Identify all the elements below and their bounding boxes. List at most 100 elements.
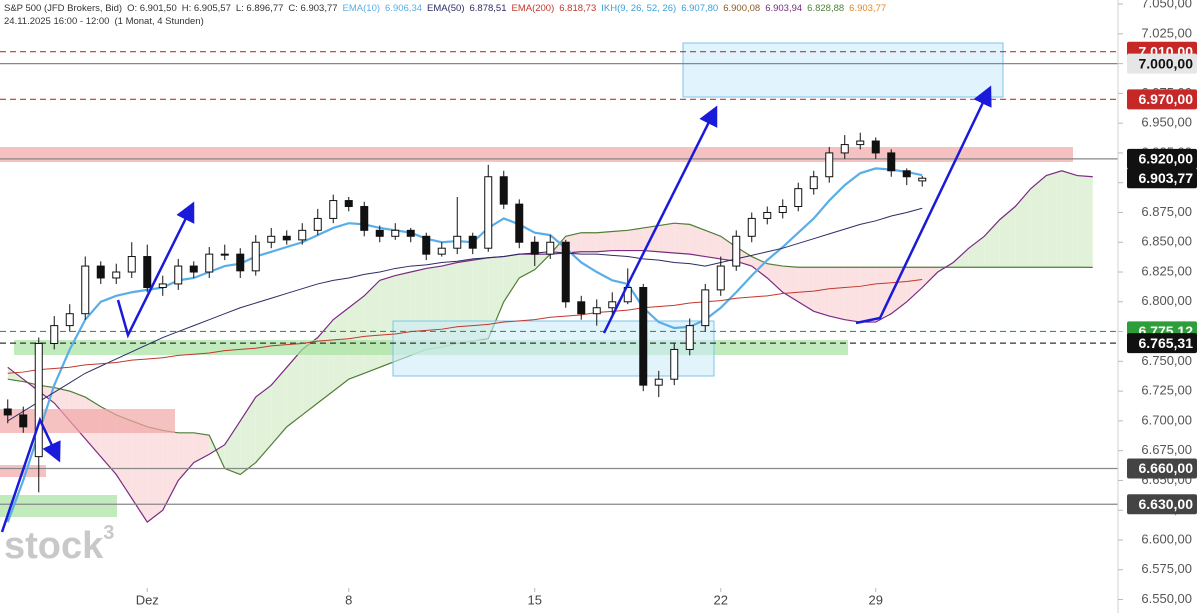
y-tick-label: 6.875,00 <box>1141 204 1192 219</box>
zone <box>0 495 117 517</box>
candle-body <box>716 265 725 291</box>
cloud-fill <box>984 219 1000 268</box>
cloud-fill <box>906 267 923 302</box>
candle-body <box>391 229 400 237</box>
cloud-fill <box>286 349 303 427</box>
cloud-fill <box>689 224 706 257</box>
y-tick-label: 7.050,00 <box>1141 0 1192 10</box>
level-label: 6.630,00 <box>1139 496 1194 512</box>
candle-body <box>158 283 167 289</box>
interval: (1 Monat, 4 Stunden) <box>114 16 204 27</box>
cloud-fill <box>999 206 1016 268</box>
level-box <box>1127 458 1197 479</box>
candle-body <box>174 265 183 285</box>
candle-body <box>902 170 911 178</box>
ohlc-value: H: 6.905,57 <box>181 3 231 14</box>
legend-value: 6.828,88 <box>807 3 845 14</box>
level-box <box>1127 333 1197 354</box>
zone <box>0 147 1073 162</box>
cloud-fill <box>922 267 938 288</box>
cloud-fill <box>271 367 287 445</box>
cloud-fill <box>1061 170 1078 268</box>
candle-body <box>329 200 338 219</box>
arrow <box>855 85 992 325</box>
arrow <box>0 416 61 533</box>
ema-line <box>7 278 923 374</box>
candle-body <box>453 235 462 249</box>
candle-body <box>732 235 741 267</box>
candle-body <box>50 325 59 344</box>
candle-body <box>794 188 803 208</box>
candle-body <box>778 206 787 213</box>
cloud-fill <box>829 267 845 320</box>
y-tick-label: 6.600,00 <box>1141 531 1192 546</box>
candle-body <box>608 301 617 309</box>
legend-value: 6.878,51 <box>469 3 507 14</box>
candle-body <box>623 287 632 303</box>
y-tick-label: 6.850,00 <box>1141 234 1192 249</box>
cloud-fill <box>224 420 241 475</box>
candle-body <box>205 253 214 273</box>
candle-body <box>856 140 865 146</box>
candle-body <box>96 265 105 279</box>
candle-body <box>515 203 524 243</box>
candle-body <box>561 241 570 303</box>
cloud-fill <box>891 267 907 314</box>
candle-body <box>406 229 415 237</box>
cloud-fill <box>627 227 644 251</box>
legend-value: 6.818,73 <box>559 3 597 14</box>
legend-name: EMA(50) <box>427 3 465 14</box>
candle-body <box>840 144 849 154</box>
cloud-fill <box>317 319 334 404</box>
header-row: 24.11.2025 16:00 - 12:00 (1 Monat, 4 Stun… <box>4 15 891 28</box>
cloud-fill <box>860 267 876 323</box>
candle-body <box>546 241 555 255</box>
cloud-fill <box>503 254 520 302</box>
cloud-fill <box>1030 175 1047 268</box>
cloud-fill <box>147 426 163 523</box>
cloud-fill <box>813 267 830 317</box>
cloud-fill <box>193 432 210 463</box>
level-label: 6.660,00 <box>1139 460 1194 476</box>
level-label: 6.920,00 <box>1139 151 1194 167</box>
cloud-fill <box>581 232 597 252</box>
candle-body <box>670 348 679 380</box>
candle-body <box>577 301 586 315</box>
candle-body <box>422 235 431 255</box>
cloud-fill <box>131 420 148 523</box>
ohlc-value: L: 6.896,77 <box>235 3 284 14</box>
x-tick-label: 8 <box>345 592 352 607</box>
level-box <box>1127 168 1197 189</box>
candle-body <box>375 229 384 237</box>
candle-body <box>127 256 136 273</box>
x-tick-label: 29 <box>869 592 883 607</box>
ema-line <box>7 207 923 422</box>
level-box <box>1127 494 1197 515</box>
cloud-fill <box>612 230 628 251</box>
candle-body <box>887 152 896 172</box>
cloud-fill <box>534 254 551 270</box>
level-box <box>1127 89 1197 110</box>
header-row: S&P 500 (JFD Brokers, Bid) O: 6.901,50 H: … <box>4 2 891 15</box>
x-tick-label: 15 <box>528 592 542 607</box>
candle-body <box>499 176 508 205</box>
candle-body <box>267 235 276 243</box>
candle-body <box>484 176 493 249</box>
candle-body <box>654 378 663 386</box>
arrows <box>0 85 992 533</box>
y-tick-label: 6.825,00 <box>1141 263 1192 278</box>
level-label: 6.903,77 <box>1139 170 1194 186</box>
candle-body <box>592 307 601 315</box>
legend-value: 6.903,77 <box>849 3 887 14</box>
candle-body <box>81 265 90 315</box>
y-tick-label: 7.025,00 <box>1141 25 1192 40</box>
candle-body <box>639 287 648 386</box>
candle-body <box>236 253 245 272</box>
header: S&P 500 (JFD Brokers, Bid) O: 6.901,50 H: … <box>4 2 891 28</box>
y-tick-label: 6.675,00 <box>1141 442 1192 457</box>
cloud-fill <box>255 385 272 463</box>
candle-body <box>871 140 880 154</box>
legend-value: 6.907,80 <box>681 3 719 14</box>
candle-body <box>298 229 307 241</box>
cloud-fill <box>1015 188 1031 268</box>
